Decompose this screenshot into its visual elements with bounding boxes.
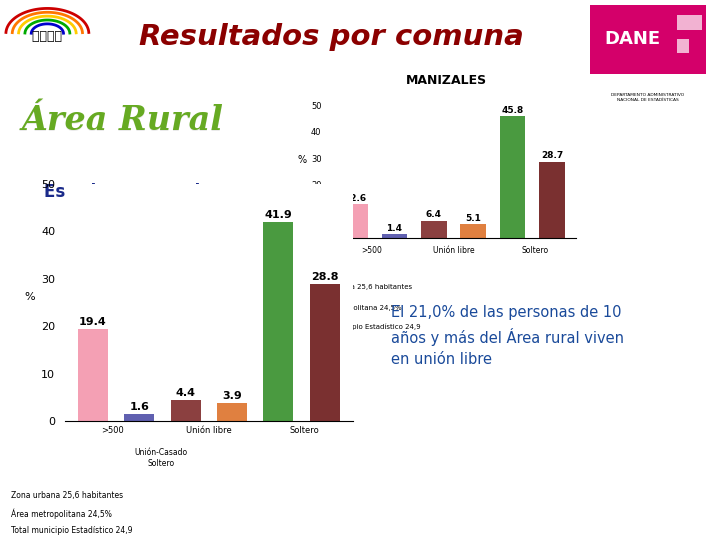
Bar — [539, 161, 565, 238]
Text: Área Rural: Área Rural — [21, 104, 223, 137]
Text: Zona urbana 25,6 habitantes: Zona urbana 25,6 habitantes — [11, 491, 123, 501]
Text: 19.4: 19.4 — [79, 317, 107, 327]
Text: >500: >500 — [361, 246, 382, 255]
Text: Resultados por comuna: Resultados por comuna — [139, 23, 523, 51]
Text: Zona urbana 25,6 habitantes: Zona urbana 25,6 habitantes — [310, 284, 412, 291]
Text: CENSO2005: CENSO2005 — [24, 60, 71, 66]
FancyBboxPatch shape — [590, 5, 706, 73]
Text: MANIZALES: MANIZALES — [406, 75, 487, 87]
Text: Unión libre: Unión libre — [433, 246, 474, 255]
Text: DEPARTAMENTO ADMINISTRATIVO
NACIONAL DE ESTADÍSTICAS: DEPARTAMENTO ADMINISTRATIVO NACIONAL DE … — [611, 93, 685, 102]
Text: 28.7: 28.7 — [541, 151, 563, 160]
Bar — [125, 414, 154, 421]
Bar — [382, 234, 408, 238]
Text: 4.4: 4.4 — [176, 388, 196, 399]
Text: >500: >500 — [102, 426, 124, 435]
Bar — [310, 285, 340, 421]
Bar — [217, 403, 247, 421]
Text: Área metropolitana 24,5%: Área metropolitana 24,5% — [11, 509, 112, 519]
Text: Área Rural: Área Rural — [22, 105, 224, 138]
Text: 6.4: 6.4 — [426, 210, 442, 219]
Text: 12.6: 12.6 — [344, 194, 366, 203]
Text: 28.8: 28.8 — [311, 273, 338, 282]
Bar — [78, 329, 108, 421]
Text: 1.6: 1.6 — [130, 402, 149, 411]
Text: 45.8: 45.8 — [502, 106, 524, 115]
Text: 👨‍👩‍👧‍👦: 👨‍👩‍👧‍👦 — [32, 30, 63, 43]
FancyBboxPatch shape — [690, 16, 703, 30]
Text: 41.9: 41.9 — [264, 210, 292, 220]
Bar — [171, 400, 201, 421]
Bar — [500, 116, 526, 238]
Bar — [342, 204, 368, 238]
Text: Soltero: Soltero — [290, 426, 320, 435]
Text: Área metropolitana 24,5%: Área metropolitana 24,5% — [310, 304, 401, 312]
Bar — [461, 224, 486, 238]
FancyBboxPatch shape — [677, 16, 690, 30]
Text: El 21,0% de las personas de 10
años y más del Área rural viven
en unión libre: El 21,0% de las personas de 10 años y má… — [392, 305, 624, 367]
Text: Unión libre: Unión libre — [186, 426, 232, 435]
Text: Total municipio Estadístico 24,9: Total municipio Estadístico 24,9 — [11, 526, 132, 535]
Text: 1.4: 1.4 — [387, 224, 402, 233]
Y-axis label: %: % — [298, 154, 307, 165]
Text: Soltero: Soltero — [521, 246, 549, 255]
FancyBboxPatch shape — [677, 39, 690, 53]
Text: Unión-Casado
Soltero: Unión-Casado Soltero — [134, 448, 187, 468]
Text: Total municipio Estadístico 24,9: Total municipio Estadístico 24,9 — [310, 323, 420, 330]
Circle shape — [0, 4, 96, 63]
Text: Estado Conyugal: Estado Conyugal — [44, 183, 200, 201]
Y-axis label: %: % — [24, 292, 35, 302]
Bar — [264, 222, 293, 421]
Text: DANE: DANE — [604, 30, 660, 48]
Text: 5.1: 5.1 — [465, 214, 481, 223]
Text: 3.9: 3.9 — [222, 391, 242, 401]
Bar — [421, 221, 446, 238]
